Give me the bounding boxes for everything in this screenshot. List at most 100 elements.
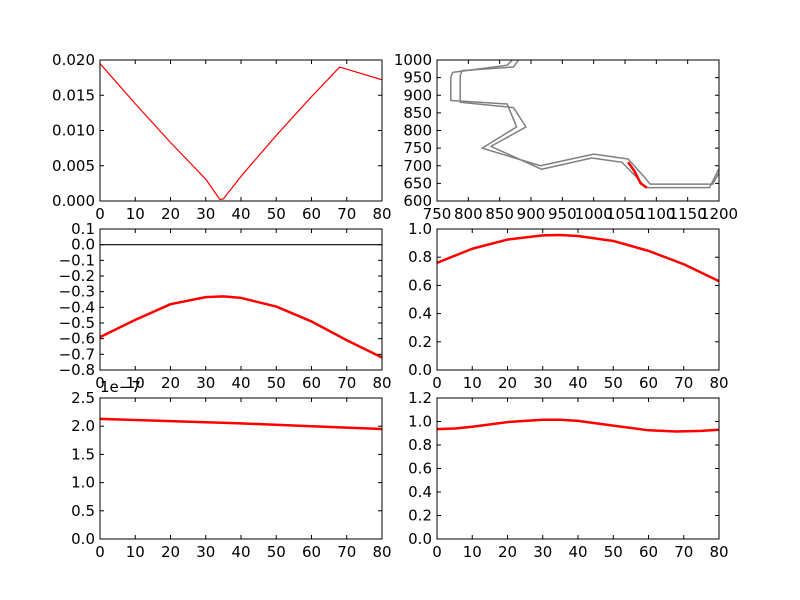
x-tick-label: 40: [231, 205, 250, 223]
y-tick-label: 0.0: [71, 530, 95, 548]
y-tick-label: −0.6: [59, 330, 95, 348]
x-tick-label: 50: [267, 374, 286, 392]
x-tick-label: 40: [231, 374, 250, 392]
x-tick-label: 10: [126, 543, 145, 561]
x-tick-label: 0: [95, 374, 105, 392]
y-tick-label: 1.0: [408, 220, 432, 238]
x-tick-label: 60: [302, 205, 321, 223]
y-tick-label: 1.2: [408, 389, 432, 407]
y-tick-label: −0.7: [59, 345, 95, 363]
x-tick-label: 20: [161, 374, 180, 392]
series-line-3: [627, 161, 648, 189]
x-tick-label: 60: [302, 374, 321, 392]
y-tick-label: −0.3: [59, 283, 95, 301]
axis-offset-label: 1e−7: [100, 378, 141, 396]
y-tick-label: 0.005: [52, 157, 95, 175]
y-tick-label: 700: [403, 157, 432, 175]
y-tick-label: −0.8: [59, 361, 95, 379]
x-tick-label: 50: [267, 543, 286, 561]
chart-panel-6: 0 10 20 30 40 50 60 70 80 0.0 0.2 0.4 0.6 0.8 1.0 1.2: [408, 389, 728, 561]
x-tick-label: 750: [423, 205, 452, 223]
x-tick-label: 70: [337, 543, 356, 561]
y-tick-label: 0.8: [408, 248, 432, 266]
chart-panel-4: 0 10 20 30 40 50 60 70 80 0.0 0.2 0.4 0.6 0.8 1.0: [408, 220, 728, 392]
x-tick-label: 80: [709, 543, 728, 561]
y-tick-label: 0.4: [408, 305, 432, 323]
series-line-1: [100, 63, 382, 201]
x-tick-label: 0: [432, 543, 442, 561]
x-tick-label: 0: [432, 374, 442, 392]
y-tick-label: 0.6: [408, 460, 432, 478]
y-tick-label: −0.2: [59, 267, 95, 285]
chart-panel-5: 0 10 20 30 40 50 60 70 80 0.0 0.5 1.0 1.5 2.0 2.5 1e−7: [71, 378, 391, 561]
plot-frame: [99, 59, 383, 202]
x-tick-label: 60: [639, 374, 658, 392]
series-line-1: [437, 233, 719, 283]
x-tick-label: 70: [674, 543, 693, 561]
x-tick-label: 80: [709, 374, 728, 392]
series-line-1: [100, 417, 382, 431]
y-tick-label: 0.0: [71, 236, 95, 254]
plot-frame: [436, 228, 720, 371]
y-tick-label: 0.8: [408, 436, 432, 454]
x-tick-label: 20: [161, 205, 180, 223]
x-tick-label: 70: [674, 374, 693, 392]
x-tick-label: 0: [95, 205, 105, 223]
y-tick-label: 0.020: [52, 51, 95, 69]
chart-panel-2: 750 800 850 900 9501000105011001150120060065…: [394, 51, 738, 223]
x-tick-label: 80: [372, 374, 391, 392]
x-tick-label: 10: [126, 374, 145, 392]
x-tick-label: 10: [126, 205, 145, 223]
y-tick-label: 650: [403, 174, 432, 192]
x-tick-label: 10: [463, 543, 482, 561]
y-tick-label: 0.015: [52, 86, 95, 104]
y-tick-label: 0.000: [52, 192, 95, 210]
x-tick-label: 40: [568, 374, 587, 392]
x-tick-label: 20: [498, 374, 517, 392]
y-tick-label: 0.4: [408, 483, 432, 501]
series-line-2: [459, 60, 719, 189]
y-tick-label: 1.0: [71, 474, 95, 492]
y-tick-label: −0.1: [59, 251, 95, 269]
series-line-2: [100, 295, 382, 359]
x-tick-label: 1050: [606, 205, 644, 223]
x-tick-label: 60: [639, 543, 658, 561]
x-tick-label: 50: [604, 374, 623, 392]
y-tick-label: 1.0: [408, 413, 432, 431]
y-tick-label: 800: [403, 122, 432, 140]
series-line-1: [437, 418, 719, 433]
chart-panel-1: 0 10 20 30 40 50 60 70 80 0.000 0.005 0.010 0.015 0.0…: [52, 51, 392, 223]
y-tick-label: 900: [403, 86, 432, 104]
x-tick-label: 30: [196, 543, 215, 561]
x-tick-label: 30: [196, 205, 215, 223]
y-tick-label: 2.5: [71, 389, 95, 407]
x-tick-label: 1000: [575, 205, 613, 223]
plot-frame: [99, 228, 383, 371]
x-tick-label: 80: [372, 205, 391, 223]
y-tick-label: 0.2: [408, 333, 432, 351]
x-tick-label: 800: [454, 205, 483, 223]
x-tick-label: 20: [498, 543, 517, 561]
x-tick-label: 1150: [669, 205, 707, 223]
x-tick-label: 1100: [637, 205, 675, 223]
x-tick-label: 1200: [700, 205, 738, 223]
x-tick-label: 850: [485, 205, 514, 223]
x-tick-label: 60: [302, 543, 321, 561]
y-tick-label: −0.4: [59, 298, 95, 316]
y-tick-label: 950: [403, 69, 432, 87]
y-tick-label: 1.5: [71, 445, 95, 463]
x-tick-label: 30: [196, 374, 215, 392]
y-tick-label: 750: [403, 139, 432, 157]
x-tick-label: 30: [533, 543, 552, 561]
x-tick-label: 70: [337, 374, 356, 392]
x-tick-label: 10: [463, 374, 482, 392]
x-tick-label: 40: [568, 543, 587, 561]
x-tick-label: 20: [161, 543, 180, 561]
y-tick-label: 0.6: [408, 276, 432, 294]
y-tick-label: 0.2: [408, 507, 432, 525]
y-tick-label: 0.1: [71, 220, 95, 238]
x-tick-label: 70: [337, 205, 356, 223]
series-line-1: [450, 60, 719, 185]
y-tick-label: 1000: [394, 51, 432, 69]
